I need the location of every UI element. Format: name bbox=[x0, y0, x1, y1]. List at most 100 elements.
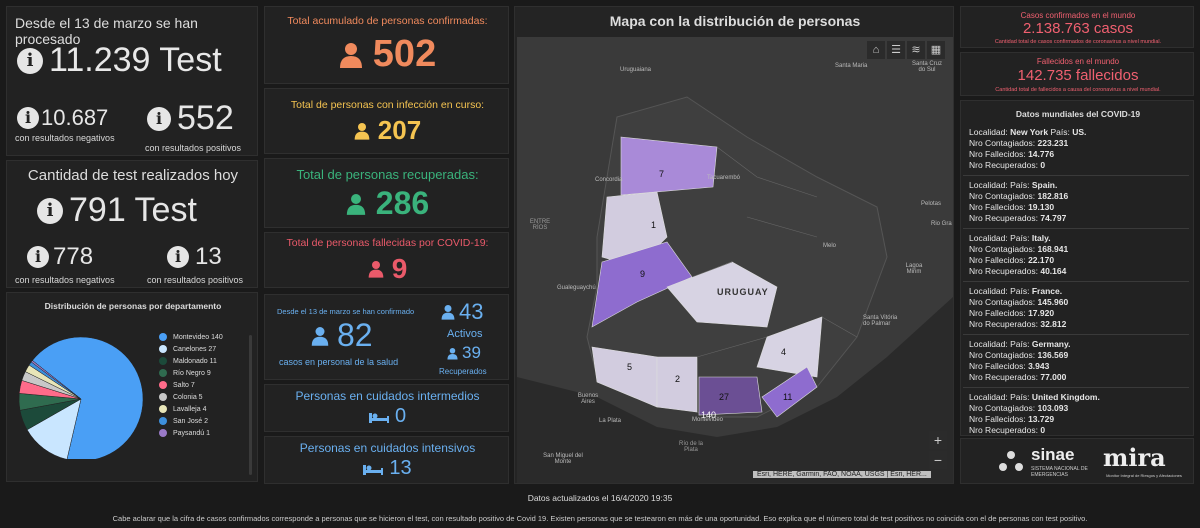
zoom-out-button[interactable]: − bbox=[929, 451, 947, 469]
map-place-label: Pelotas bbox=[921, 201, 942, 207]
world-list-item[interactable]: Localidad: País: Spain. Nro Contagiados: … bbox=[963, 176, 1189, 229]
map-place-label: Santa Maria bbox=[835, 63, 868, 69]
deceased-label: Total de personas fallecidas por COVID-1… bbox=[286, 237, 489, 249]
legend-item[interactable]: San José 2 bbox=[159, 417, 223, 425]
department-legend: Montevideo 140 Canelones 27 Maldonado 11 Rí… bbox=[159, 329, 223, 477]
legend-item[interactable]: Lavalleja 4 bbox=[159, 405, 223, 413]
health-label: casos en personal de la salud bbox=[279, 357, 399, 367]
person-icon bbox=[339, 42, 362, 68]
person-icon bbox=[447, 347, 458, 359]
pie-slice[interactable] bbox=[32, 336, 144, 459]
world-confirmed-caption: Cantidad total de casos confirmados de c… bbox=[994, 39, 1162, 45]
pie-slice[interactable] bbox=[30, 360, 82, 400]
legend-label: Maldonado 11 bbox=[173, 357, 217, 365]
tests-today-title: Cantidad de test realizados hoy bbox=[27, 167, 239, 184]
layers-button[interactable]: ≋ bbox=[907, 41, 925, 59]
map-place-label: La Plata bbox=[599, 418, 622, 424]
mira-subtitle: Monitor Integral de Riesgos y Afectacion… bbox=[1106, 473, 1182, 478]
map-count: 5 bbox=[627, 362, 633, 372]
legend-item[interactable]: Maldonado 11 bbox=[159, 357, 223, 365]
department-pie-chart bbox=[18, 336, 144, 459]
person-icon bbox=[311, 326, 329, 346]
legend-item[interactable]: Colonia 5 bbox=[159, 393, 223, 401]
world-list-item[interactable]: Localidad: País: United Kingdom. Nro Cont… bbox=[963, 388, 1189, 435]
world-deceased-title: Fallecidos en el mundo bbox=[1036, 57, 1120, 66]
basemap-gallery-button[interactable]: ▦ bbox=[927, 41, 945, 59]
home-button[interactable]: ⌂ bbox=[867, 41, 885, 59]
world-list-title: Datos mundiales del COVID-19 bbox=[1015, 109, 1141, 119]
world-list-item[interactable]: Localidad: País: Italy. Nro Contagiados: … bbox=[963, 229, 1189, 282]
legend-item[interactable]: Salto 7 bbox=[159, 381, 223, 389]
map-count: 140 bbox=[701, 410, 717, 420]
map-count: 2 bbox=[675, 374, 681, 384]
world-list[interactable]: Localidad: New York País: US. Nro Contagi… bbox=[963, 123, 1189, 435]
department-shape bbox=[620, 136, 718, 196]
map-place-label: Santa Cruz do Sul bbox=[911, 61, 942, 73]
map-count: 9 bbox=[640, 269, 646, 279]
department-shape bbox=[698, 376, 763, 416]
map-panel: Mapa con la distribución de personas 7 1… bbox=[514, 6, 954, 484]
map-place-label: Uruguaiana bbox=[620, 67, 652, 73]
today-negatives-label: con resultados negativos bbox=[15, 275, 115, 285]
recovered-label: Total de personas recuperadas: bbox=[296, 167, 479, 182]
world-list-item[interactable]: Localidad: País: Germany. Nro Contagiados… bbox=[963, 335, 1189, 388]
person-icon bbox=[354, 122, 370, 140]
bed-icon bbox=[368, 412, 389, 423]
info-icon: i bbox=[17, 107, 39, 129]
legend-scrollbar[interactable] bbox=[249, 335, 252, 475]
legend-swatch bbox=[159, 345, 167, 353]
recovered-panel: Total de personas recuperadas: 286 bbox=[264, 158, 509, 228]
confirmed-panel: Total acumulado de personas confirmadas:… bbox=[264, 6, 509, 84]
updated-timestamp: Datos actualizados el 16/4/2020 19:35 bbox=[527, 493, 673, 503]
intermediate-care-panel: Personas en cuidados intermedios 0 bbox=[264, 384, 509, 432]
today-positives-label: con resultados positivos bbox=[147, 275, 244, 285]
tests-processed-title: Desde el 13 de marzo se han procesado bbox=[15, 15, 198, 47]
footer-note: Cabe aclarar que la cifra de casos confi… bbox=[112, 514, 1088, 523]
legend-label: Paysandú 1 bbox=[173, 429, 210, 437]
legend-swatch bbox=[159, 381, 167, 389]
map-count: 1 bbox=[651, 220, 657, 230]
map-place-label: Lagoa Mirim bbox=[905, 263, 923, 275]
map-count: 4 bbox=[781, 347, 787, 357]
world-confirmed-value: 2.138.763 casos bbox=[1022, 20, 1134, 37]
map-place-label: Concordia bbox=[595, 177, 623, 183]
legend-swatch bbox=[159, 357, 167, 365]
department-shape bbox=[656, 356, 698, 413]
legend-item[interactable]: Río Negro 9 bbox=[159, 369, 223, 377]
map-place-label: Rio Gra bbox=[931, 221, 952, 227]
health-title: Desde el 13 de marzo se han confirmado bbox=[277, 307, 415, 316]
map-count: 7 bbox=[659, 169, 665, 179]
layers-list-button[interactable]: ☰ bbox=[887, 41, 905, 59]
map-place-label: Tacuarembó bbox=[707, 175, 741, 181]
recovered-value: 286 bbox=[375, 185, 430, 221]
department-shape bbox=[756, 316, 823, 378]
intermediate-value: 0 bbox=[394, 405, 407, 427]
world-list-item[interactable]: Localidad: País: France. Nro Contagiados:… bbox=[963, 282, 1189, 335]
map-area[interactable]: 7 1 9 5 2 27 140 4 11 Uruguaiana Santa M… bbox=[517, 37, 953, 483]
world-list-item[interactable]: Localidad: New York País: US. Nro Contagi… bbox=[963, 123, 1189, 176]
map-count: 11 bbox=[783, 392, 793, 402]
today-negatives-value: 778 bbox=[53, 243, 94, 270]
info-icon: i bbox=[167, 246, 189, 268]
health-recovered-value: 39 bbox=[462, 343, 481, 362]
logos-panel: sinae SISTEMA NACIONAL DE EMERGENCIAS mi… bbox=[960, 438, 1194, 484]
legend-item[interactable]: Montevideo 140 bbox=[159, 333, 223, 341]
map-count: 27 bbox=[719, 392, 730, 402]
zoom-in-button[interactable]: + bbox=[929, 431, 947, 449]
health-staff-panel: Desde el 13 de marzo se han confirmado 8… bbox=[264, 294, 509, 380]
active-panel: Total de personas con infección en curso… bbox=[264, 88, 509, 154]
map-canvas bbox=[517, 96, 953, 483]
health-recovered-label: Recuperados bbox=[439, 367, 487, 376]
department-shape bbox=[591, 241, 693, 328]
legend-label: Colonia 5 bbox=[173, 393, 203, 401]
legend-item[interactable]: Canelones 27 bbox=[159, 345, 223, 353]
person-icon bbox=[346, 193, 365, 215]
info-icon: i bbox=[27, 246, 49, 268]
legend-swatch bbox=[159, 369, 167, 377]
person-icon bbox=[441, 305, 455, 320]
legend-item[interactable]: Paysandú 1 bbox=[159, 429, 223, 437]
confirmed-label: Total acumulado de personas confirmadas: bbox=[287, 15, 488, 27]
bed-icon bbox=[363, 464, 384, 475]
tests-processed-panel: Desde el 13 de marzo se han procesado i … bbox=[6, 6, 258, 156]
map-place-label: Gualeguaychú bbox=[557, 285, 596, 291]
